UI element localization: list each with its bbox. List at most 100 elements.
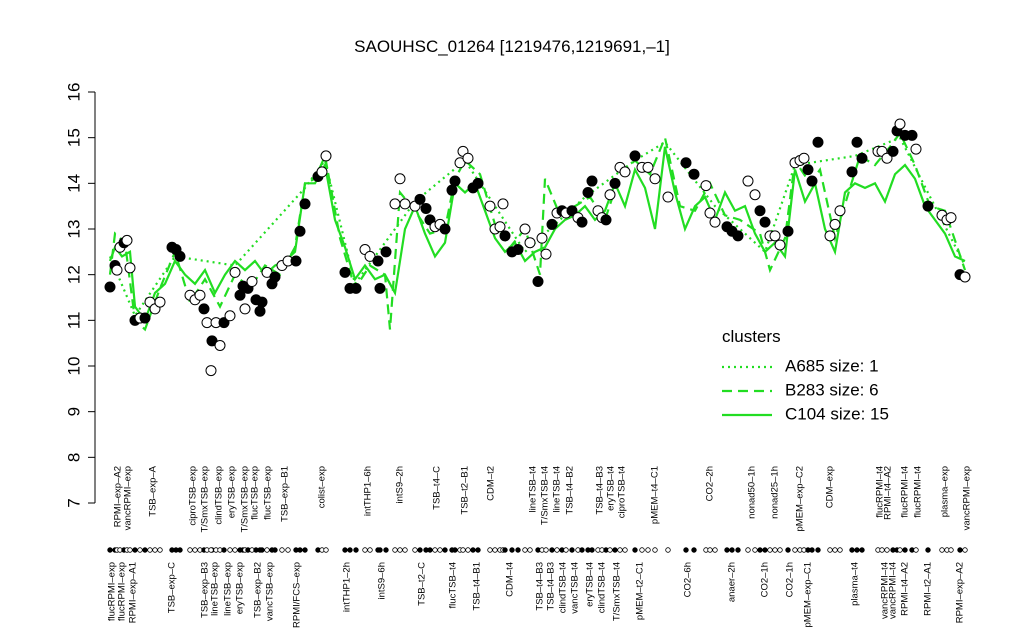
x-label: TSB–exp–C <box>167 562 178 613</box>
x-label: plasma–exp <box>940 466 951 517</box>
rug-point <box>347 547 353 553</box>
legend-title: clusters <box>722 327 781 346</box>
point <box>218 317 230 329</box>
rug-point <box>272 547 278 553</box>
x-label: TSB–exp–A <box>148 465 159 516</box>
point <box>802 164 814 176</box>
point <box>754 205 766 217</box>
rug-point <box>554 547 560 553</box>
point <box>887 145 899 157</box>
rug-point <box>579 547 585 553</box>
rug-point <box>460 547 466 553</box>
point <box>224 310 236 322</box>
point <box>104 281 116 293</box>
point <box>769 230 781 242</box>
y-tick-label: 8 <box>64 453 83 462</box>
point <box>420 202 432 214</box>
rug-point <box>527 547 533 553</box>
rug-point <box>607 547 613 553</box>
rug-point <box>543 547 549 553</box>
x-label: eryTSB–t4 <box>606 466 617 511</box>
point <box>198 303 210 315</box>
y-tick-label: 10 <box>64 357 83 376</box>
rug-point <box>939 547 945 553</box>
point <box>254 305 266 317</box>
rug-point <box>902 547 908 553</box>
x-label: CO2–6h <box>683 562 694 597</box>
x-label: nonad50–1h <box>747 466 758 519</box>
rug-point <box>412 547 418 553</box>
rug-point <box>707 547 713 553</box>
rug-point <box>177 547 183 553</box>
x-label: RPMI–exp–A2 <box>955 562 966 623</box>
rug-point <box>132 547 138 553</box>
rug-point <box>859 547 865 553</box>
point <box>582 186 594 198</box>
point <box>139 312 151 324</box>
x-label: flucRPMI–exp <box>107 562 118 621</box>
x-label: TSB–exp–B1 <box>280 466 291 522</box>
x-label: TSB–t2–C <box>417 562 428 606</box>
x-label: TSB–t2–B1 <box>460 466 471 515</box>
rug-point <box>502 547 508 553</box>
x-label: intS9–2h <box>395 466 406 504</box>
point <box>649 173 661 185</box>
rug-point <box>142 547 148 553</box>
rug-point <box>285 547 291 553</box>
point <box>576 216 588 228</box>
point <box>472 177 484 189</box>
rug-point <box>683 547 689 553</box>
point <box>680 157 692 169</box>
x-label: vancTSB–exp <box>265 562 276 621</box>
rug-point <box>437 547 443 553</box>
x-label: TSB–t4–B3 <box>595 466 606 515</box>
rug-point <box>832 547 838 553</box>
x-label: vancRPMI–t4 <box>888 562 899 619</box>
cluster-line <box>108 146 966 323</box>
rug-point <box>515 547 521 553</box>
point <box>642 161 654 173</box>
point <box>320 150 332 162</box>
x-label: RPMI–t4–A2 <box>883 466 894 520</box>
point <box>339 266 351 278</box>
point <box>449 175 461 187</box>
rug-point <box>452 547 458 553</box>
point <box>446 184 458 196</box>
point <box>586 175 598 187</box>
point <box>350 282 362 294</box>
rug-point <box>767 547 773 553</box>
rug-point <box>383 547 389 553</box>
point <box>290 255 302 267</box>
x-label: CO2–2h <box>705 466 716 501</box>
x-label: flucTSB–exp <box>263 466 274 520</box>
x-label: ciproTSB–t4 <box>617 466 628 518</box>
rug-point <box>432 547 438 553</box>
point <box>372 255 384 267</box>
point <box>824 230 836 242</box>
point <box>846 166 858 178</box>
rug-point <box>147 547 153 553</box>
x-label: vancRPMI–t4 <box>880 562 891 619</box>
point <box>239 303 251 315</box>
x-label: flucTSB–exp <box>250 466 261 520</box>
rug-point <box>192 547 198 553</box>
x-label: TSB–t4–B3 <box>546 562 557 611</box>
point <box>246 276 258 288</box>
x-label: TSB–t4–C <box>432 466 443 510</box>
rug-point <box>735 547 741 553</box>
point <box>124 262 136 274</box>
point <box>709 216 721 228</box>
rug-point <box>645 547 651 553</box>
rug-point <box>232 547 238 553</box>
point <box>834 205 846 217</box>
rug-point <box>639 547 645 553</box>
rug-point <box>264 547 270 553</box>
point <box>532 276 544 288</box>
point <box>194 289 206 301</box>
rug-point <box>617 547 623 553</box>
point <box>806 175 818 187</box>
rug-point <box>323 547 329 553</box>
point <box>499 230 511 242</box>
rug-point <box>509 547 515 553</box>
rug-point <box>854 547 860 553</box>
